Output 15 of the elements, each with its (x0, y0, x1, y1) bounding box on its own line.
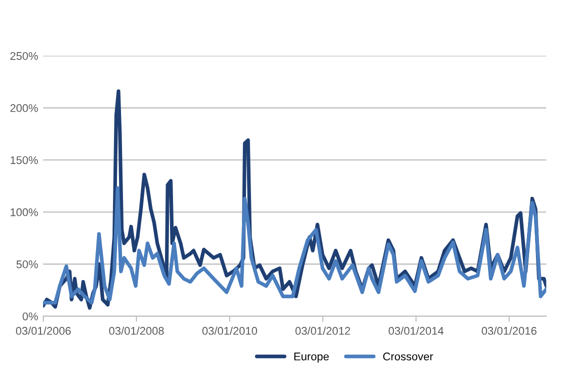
line-series (43, 186, 546, 304)
y-tick-label: 150% (10, 156, 38, 164)
legend-label: Europe (294, 352, 329, 363)
x-tick-label: 03/01/2006 (16, 326, 71, 335)
legend-label: Crossover (383, 352, 434, 360)
y-tick-label: 100% (10, 208, 38, 216)
x-tick-label: 03/01/2008 (109, 326, 164, 335)
y-tick-label: 250% (10, 52, 38, 60)
y-tick-label: 200% (10, 104, 38, 112)
y-tick-label: 50% (16, 260, 38, 268)
x-tick-label: 03/01/2014 (388, 326, 444, 335)
x-tick-label: 03/01/2010 (202, 326, 258, 335)
x-tick-label: 03/01/2016 (482, 326, 536, 335)
x-tick-label: 03/01/2012 (295, 326, 350, 335)
y-tick-label: 0% (22, 312, 38, 320)
